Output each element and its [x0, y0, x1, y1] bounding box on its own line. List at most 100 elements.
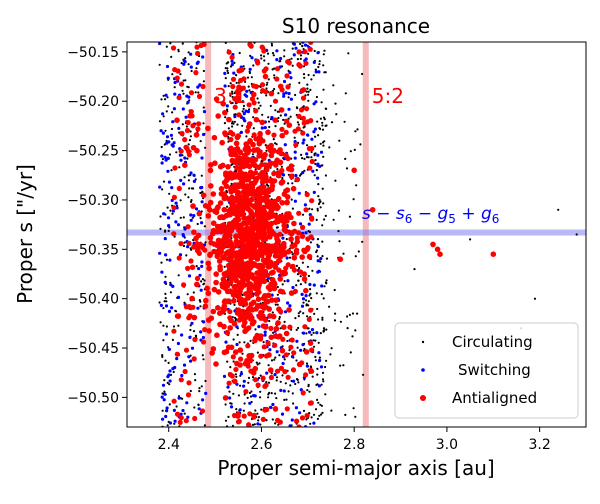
antialigned-point	[219, 139, 225, 146]
switching-point	[319, 257, 323, 261]
antialigned-point	[241, 261, 248, 268]
antialigned-point	[265, 263, 272, 270]
circulating-point	[313, 312, 316, 315]
switching-point	[166, 216, 171, 220]
antialigned-point	[267, 367, 274, 373]
circulating-point	[321, 128, 325, 131]
switching-point	[294, 406, 298, 410]
antialigned-point	[490, 251, 497, 257]
circulating-point	[345, 167, 349, 170]
antialigned-point	[239, 176, 246, 182]
circulating-point	[321, 411, 324, 414]
circulating-point	[226, 360, 229, 363]
switching-point	[304, 294, 308, 298]
circulating-point	[165, 258, 169, 261]
antialigned-point	[272, 253, 279, 259]
circulating-point	[316, 367, 319, 370]
circulating-point	[317, 195, 320, 198]
circulating-point	[262, 55, 266, 58]
circulating-point	[302, 301, 305, 304]
circulating-point	[354, 415, 357, 418]
antialigned-point	[264, 257, 271, 263]
circulating-point	[337, 230, 340, 233]
antialigned-point	[245, 343, 251, 349]
antialigned-point	[254, 58, 260, 64]
circulating-point	[186, 293, 189, 296]
antialigned-point	[300, 224, 306, 230]
circulating-point	[201, 278, 204, 281]
circulating-point	[223, 122, 226, 125]
circulating-point	[167, 346, 170, 349]
antialigned-point	[194, 241, 200, 247]
switching-point	[282, 389, 286, 393]
circulating-point	[267, 396, 270, 399]
circulating-point	[231, 125, 234, 128]
circulating-point	[242, 65, 245, 68]
switching-point	[177, 396, 181, 400]
circulating-point	[259, 104, 262, 107]
circulating-point	[277, 92, 280, 95]
switching-point	[244, 109, 248, 113]
switching-point	[229, 405, 234, 409]
circulating-point	[182, 79, 185, 82]
circulating-point	[274, 125, 277, 128]
circulating-point	[234, 318, 237, 321]
antialigned-point	[232, 349, 239, 355]
circulating-point	[311, 269, 314, 272]
antialigned-point	[218, 240, 224, 247]
circulating-point	[259, 374, 262, 377]
switching-point	[175, 357, 179, 361]
circulating-point	[237, 394, 240, 397]
circulating-point	[306, 265, 309, 268]
antialigned-point	[304, 191, 310, 198]
antialigned-point	[257, 191, 263, 197]
circulating-point	[325, 282, 328, 285]
antialigned-point	[277, 231, 283, 237]
circulating-point	[533, 297, 537, 300]
antialigned-point	[305, 245, 311, 251]
circulating-point	[313, 174, 316, 177]
circulating-point	[242, 409, 245, 412]
circulating-point	[158, 63, 161, 66]
circulating-point	[194, 178, 197, 181]
antialigned-point	[253, 280, 259, 286]
antialigned-point	[243, 291, 249, 297]
circulating-point	[342, 364, 345, 367]
antialigned-point	[238, 77, 244, 84]
switching-point	[200, 221, 204, 225]
antialigned-point	[275, 320, 281, 326]
circulating-point	[181, 89, 184, 92]
circulating-point	[229, 366, 232, 369]
switching-point	[202, 110, 207, 114]
circulating-point	[160, 98, 163, 101]
antialigned-point	[268, 152, 275, 159]
antialigned-point	[283, 188, 289, 194]
switching-point	[316, 259, 320, 263]
circulating-point	[291, 253, 294, 256]
circulating-point	[234, 113, 237, 116]
circulating-point	[239, 374, 242, 377]
switching-point	[313, 127, 317, 131]
circulating-point	[195, 265, 198, 268]
antialigned-point	[198, 42, 204, 49]
circulating-point	[274, 422, 277, 425]
switching-point	[302, 138, 306, 142]
antialigned-point	[254, 332, 260, 338]
switching-point	[164, 304, 169, 308]
antialigned-point	[253, 170, 259, 176]
antialigned-point	[284, 194, 291, 200]
antialigned-point	[194, 275, 201, 282]
switching-point	[263, 330, 267, 334]
switching-point	[165, 135, 170, 139]
antialigned-point	[190, 203, 196, 209]
circulating-point	[349, 351, 352, 354]
switching-point	[317, 269, 321, 273]
circulating-point	[305, 303, 308, 306]
antialigned-point	[246, 163, 253, 170]
antialigned-point	[192, 336, 198, 343]
switching-point	[161, 112, 165, 116]
antialigned-point	[244, 128, 250, 134]
circulating-point	[575, 233, 578, 236]
circulating-point	[279, 60, 282, 63]
y-tick-label: −50.20	[67, 94, 119, 110]
